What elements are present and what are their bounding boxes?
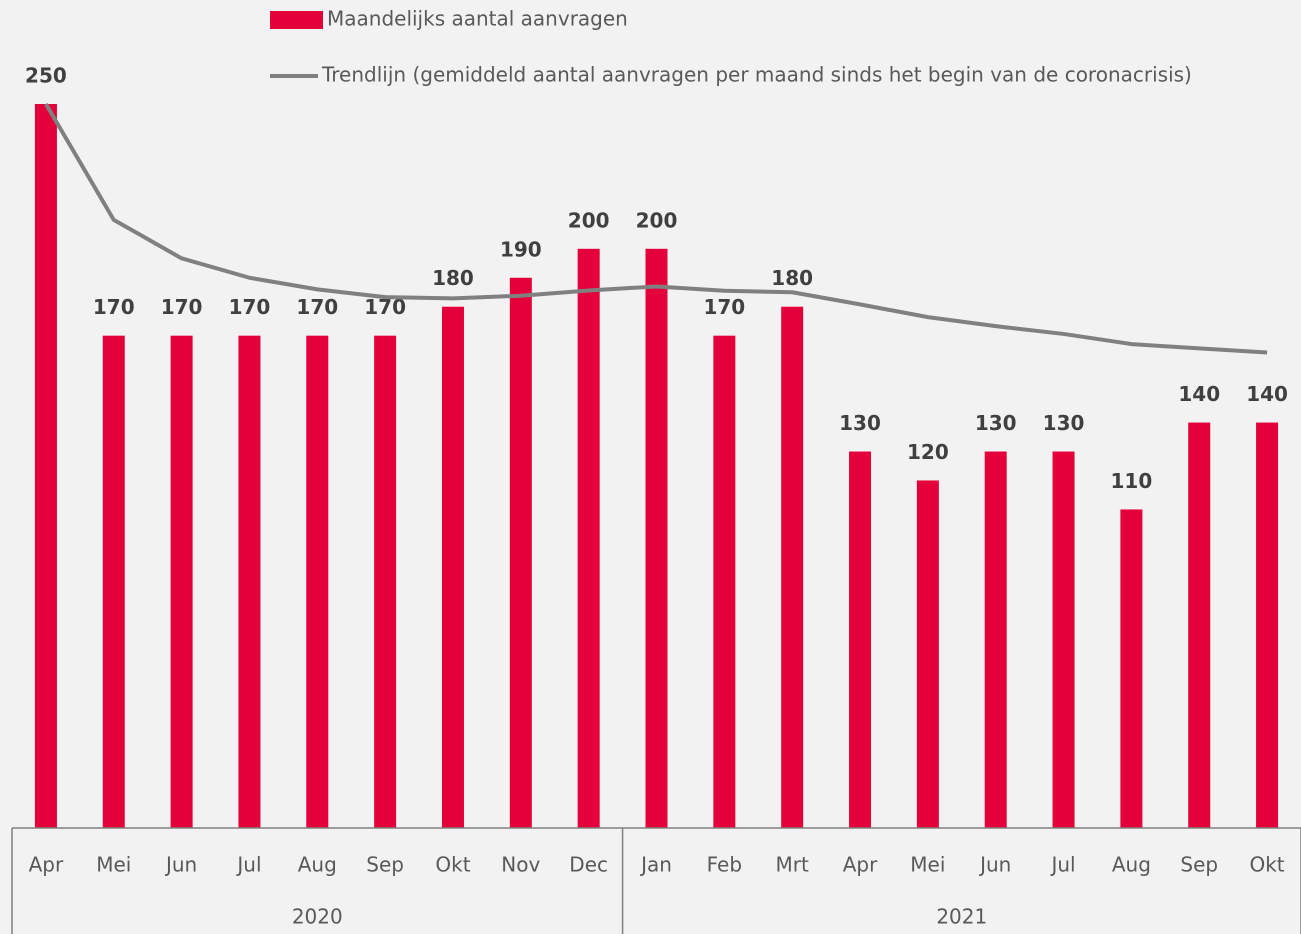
bar xyxy=(916,480,939,828)
bar xyxy=(441,306,464,829)
bar xyxy=(374,335,397,828)
x-tick-label: Sep xyxy=(1180,853,1218,877)
x-tick-label: Jun xyxy=(164,853,197,877)
data-label: 200 xyxy=(636,208,678,232)
x-tick-label: Jul xyxy=(235,853,261,877)
bar xyxy=(713,335,736,828)
x-tick-label: Okt xyxy=(435,853,470,877)
bar xyxy=(984,451,1007,828)
data-label: 180 xyxy=(432,266,474,290)
x-tick-label: Mrt xyxy=(776,853,809,877)
x-tick-label: Jan xyxy=(639,853,672,877)
data-label: 200 xyxy=(568,208,610,232)
bar xyxy=(509,277,532,828)
group-label: 2021 xyxy=(936,905,987,929)
bar xyxy=(238,335,261,828)
data-label: 130 xyxy=(1043,411,1085,435)
trend-line xyxy=(44,102,1268,355)
x-tick-label: Aug xyxy=(1112,853,1151,877)
bar xyxy=(577,248,600,829)
x-tick-label: Jun xyxy=(978,853,1011,877)
bar xyxy=(102,335,125,828)
data-label: 140 xyxy=(1246,382,1288,406)
data-label: 170 xyxy=(703,295,745,319)
legend-swatch xyxy=(270,11,323,29)
bar xyxy=(306,335,329,828)
data-label: 180 xyxy=(771,266,813,290)
data-label: 140 xyxy=(1178,382,1220,406)
x-tick-label: Aug xyxy=(298,853,337,877)
bar xyxy=(1188,422,1211,828)
x-tick-label: Jul xyxy=(1049,853,1075,877)
x-tick-label: Mei xyxy=(910,853,945,877)
data-label: 190 xyxy=(500,237,542,261)
bar xyxy=(170,335,193,828)
data-label: 170 xyxy=(229,295,271,319)
bar xyxy=(645,248,668,829)
data-label: 130 xyxy=(839,411,881,435)
data-label: 120 xyxy=(907,440,949,464)
bar xyxy=(34,104,57,828)
x-tick-label: Feb xyxy=(707,853,742,877)
bar xyxy=(1256,422,1279,828)
bar xyxy=(1120,509,1143,828)
bar xyxy=(1052,451,1075,828)
x-tick-label: Mei xyxy=(96,853,131,877)
bar xyxy=(849,451,872,828)
x-tick-label: Okt xyxy=(1249,853,1284,877)
x-tick-label: Apr xyxy=(843,853,878,877)
x-tick-label: Sep xyxy=(366,853,404,877)
data-label: 170 xyxy=(93,295,135,319)
data-label: 250 xyxy=(25,64,67,88)
bar xyxy=(781,306,804,829)
x-tick-label: Nov xyxy=(501,853,540,877)
data-label: 130 xyxy=(975,411,1017,435)
group-label: 2020 xyxy=(292,905,343,929)
data-label: 170 xyxy=(161,295,203,319)
legend-label: Maandelijks aantal aanvragen xyxy=(327,7,628,31)
legend-label: Trendlijn (gemiddeld aantal aanvragen pe… xyxy=(321,63,1192,87)
x-tick-label: Dec xyxy=(569,853,608,877)
x-tick-label: Apr xyxy=(29,853,64,877)
data-label: 170 xyxy=(296,295,338,319)
data-label: 110 xyxy=(1111,469,1153,493)
